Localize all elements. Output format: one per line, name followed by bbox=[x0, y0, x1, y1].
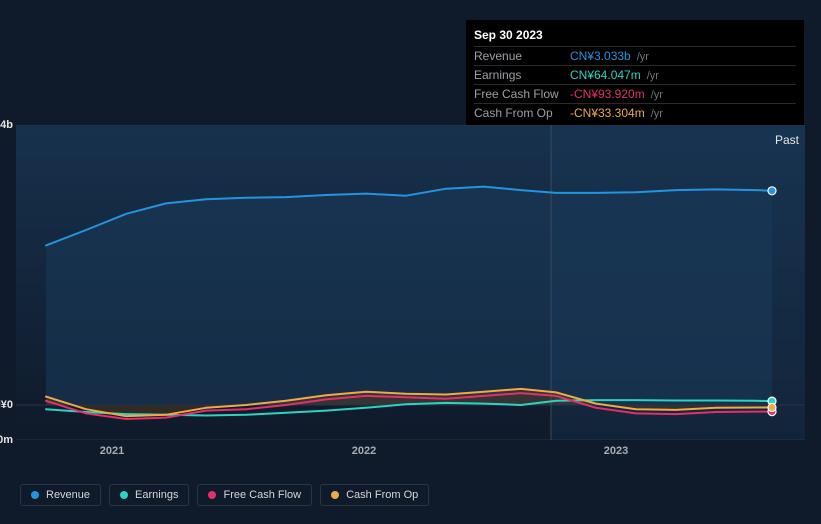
tooltip-row-unit: /yr bbox=[637, 51, 649, 63]
legend-swatch-icon bbox=[120, 491, 128, 499]
chart-area: Past CN¥4bCN¥0-CN¥500m 202120222023 bbox=[16, 125, 805, 440]
tooltip-row: Cash From Op -CN¥33.304m/yr bbox=[474, 103, 796, 122]
line-chart bbox=[16, 125, 805, 440]
x-axis-label: 2021 bbox=[100, 445, 124, 457]
legend-swatch-icon bbox=[331, 491, 339, 499]
tooltip-row-label: Cash From Op bbox=[474, 106, 564, 120]
tooltip-row: Earnings CN¥64.047m/yr bbox=[474, 65, 796, 84]
tooltip-row: Revenue CN¥3.033b/yr bbox=[474, 46, 796, 65]
tooltip-row-label: Free Cash Flow bbox=[474, 87, 564, 101]
x-axis-label: 2023 bbox=[604, 445, 628, 457]
y-axis-label: -CN¥500m bbox=[0, 434, 15, 446]
legend-item-label: Revenue bbox=[46, 489, 90, 501]
tooltip-row-label: Earnings bbox=[474, 68, 564, 82]
tooltip-row-value: CN¥3.033b bbox=[570, 49, 631, 63]
legend-swatch-icon bbox=[208, 491, 216, 499]
x-axis-label: 2022 bbox=[352, 445, 376, 457]
y-axis-label: CN¥0 bbox=[0, 399, 15, 411]
tooltip-row: Free Cash Flow -CN¥93.920m/yr bbox=[474, 84, 796, 103]
legend-item-earnings[interactable]: Earnings bbox=[109, 484, 189, 506]
legend-item-label: Cash From Op bbox=[346, 489, 418, 501]
legend-item-label: Earnings bbox=[135, 489, 178, 501]
tooltip-date: Sep 30 2023 bbox=[474, 26, 796, 46]
legend-swatch-icon bbox=[31, 491, 39, 499]
legend-item-cash-from-op[interactable]: Cash From Op bbox=[320, 484, 429, 506]
legend: Revenue Earnings Free Cash Flow Cash From O… bbox=[20, 484, 429, 506]
tooltip-row-value: -CN¥93.920m bbox=[570, 87, 645, 101]
y-axis-label: CN¥4b bbox=[0, 119, 15, 131]
tooltip-row-unit: /yr bbox=[647, 70, 659, 82]
tooltip-row-value: -CN¥33.304m bbox=[570, 106, 645, 120]
past-label: Past bbox=[775, 133, 799, 147]
tooltip-row-unit: /yr bbox=[651, 108, 663, 120]
tooltip-row-unit: /yr bbox=[651, 89, 663, 101]
legend-item-label: Free Cash Flow bbox=[223, 489, 301, 501]
tooltip-row-label: Revenue bbox=[474, 49, 564, 63]
tooltip-row-value: CN¥64.047m bbox=[570, 68, 641, 82]
legend-item-revenue[interactable]: Revenue bbox=[20, 484, 101, 506]
tooltip-card: Sep 30 2023 Revenue CN¥3.033b/yr Earnings C… bbox=[466, 20, 804, 130]
legend-item-free-cash-flow[interactable]: Free Cash Flow bbox=[197, 484, 312, 506]
